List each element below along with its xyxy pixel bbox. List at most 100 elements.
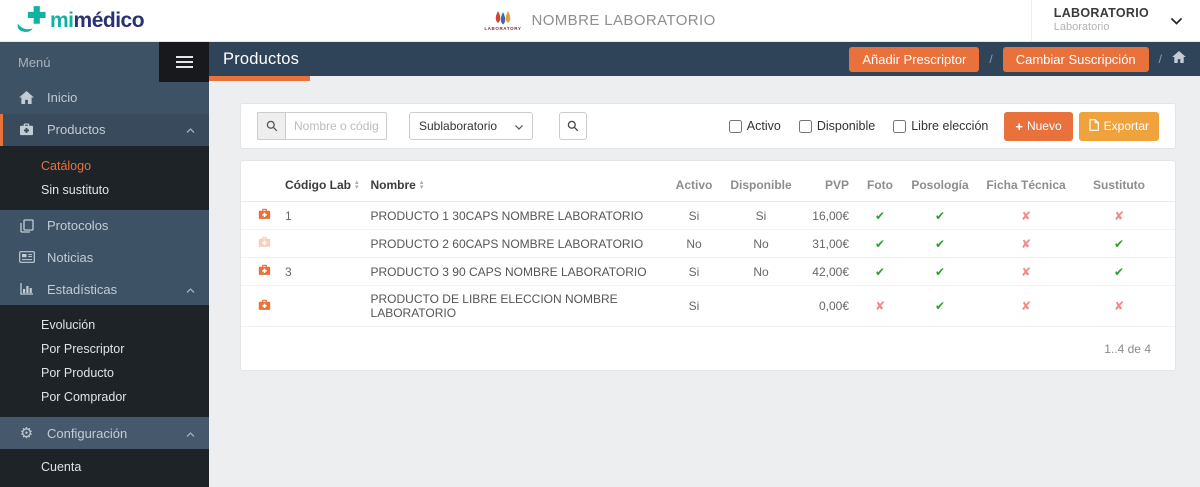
cell-posologia: ✔: [905, 201, 975, 230]
header-pvp: PVP: [799, 173, 855, 202]
table-row[interactable]: 3 PRODUCTO 3 90 CAPS NOMBRE LABORATORIO …: [241, 257, 1175, 286]
active-tab-underline: [209, 76, 310, 81]
account-subtitle: Laboratorio: [1053, 21, 1110, 34]
cell-activo: Si: [665, 257, 723, 286]
estadisticas-submenu: Evolución Por Prescriptor Por Producto P…: [0, 305, 209, 418]
sidebar-item-catalogo[interactable]: Catálogo: [41, 158, 92, 173]
breadcrumb-separator: /: [1158, 52, 1162, 66]
checkbox-libre-eleccion[interactable]: Libre elección: [893, 119, 988, 133]
sidebar-item-protocolos[interactable]: Protocolos: [0, 210, 209, 242]
sidebar-item-por-producto[interactable]: Por Producto: [41, 366, 114, 381]
sidebar-item-label: Inicio: [47, 90, 78, 106]
file-icon: [1089, 118, 1099, 134]
cell-foto: ✔: [855, 257, 905, 286]
sidebar-item-estadisticas[interactable]: Estadísticas: [0, 273, 209, 305]
cell-codigo: [279, 285, 365, 327]
sidebar-item-por-comprador[interactable]: Por Comprador: [41, 390, 127, 405]
cell-pvp: 31,00€: [799, 229, 855, 258]
pagination-label: 1..4 de 4: [1104, 342, 1151, 356]
laboratory-name-title: NOMBRE LABORATORIO: [531, 12, 716, 29]
cell-activo: Si: [665, 201, 723, 230]
cell-sustituto: ✘: [1077, 201, 1161, 230]
bar-chart-icon: [18, 283, 35, 295]
cell-sustituto: ✔: [1077, 257, 1161, 286]
checkbox-activo[interactable]: Activo: [728, 119, 781, 133]
sidebar-item-productos[interactable]: Productos: [0, 113, 209, 146]
plus-icon: +: [1015, 118, 1023, 134]
home-icon: [18, 91, 35, 105]
header-codigo-lab[interactable]: Código Lab ▴ ▾: [279, 173, 365, 202]
breadcrumb-home-icon[interactable]: [1172, 50, 1186, 68]
sidebar-item-por-prescriptor[interactable]: Por Prescriptor: [41, 342, 125, 357]
menu-label: Menú: [18, 54, 51, 70]
cell-ficha: ✘: [975, 201, 1077, 230]
sidebar-item-sin-sustituto[interactable]: Sin sustituto: [41, 182, 110, 197]
checkbox-disponible[interactable]: Disponible: [798, 119, 876, 133]
cell-codigo: 3: [279, 257, 365, 286]
copy-pages-icon: [18, 218, 35, 233]
header-posologia: Posología: [905, 173, 975, 202]
cell-posologia: ✔: [905, 257, 975, 286]
checkbox-libre-eleccion-input[interactable]: [893, 119, 907, 133]
laboratory-logo-icon: LABORATORY: [484, 10, 521, 32]
cell-foto: ✔: [855, 201, 905, 230]
checkbox-disponible-label: Disponible: [816, 119, 876, 133]
brand-logo[interactable]: mimédico: [16, 5, 145, 37]
checkbox-disponible-input[interactable]: [798, 119, 812, 133]
table-header-row: Código Lab ▴ ▾ Nombre ▴ ▾ Activo Disponible …: [241, 173, 1175, 202]
page-title: Productos: [223, 49, 300, 68]
header-pad: [1161, 173, 1175, 202]
topbar: mimédico LABORATORY NOMBRE LABORATORIO L…: [0, 0, 1200, 42]
table-row[interactable]: 1 PRODUCTO 1 30CAPS NOMBRE LABORATORIO S…: [241, 201, 1175, 230]
cell-nombre: PRODUCTO 1 30CAPS NOMBRE LABORATORIO: [364, 201, 665, 230]
product-icon: [258, 299, 271, 311]
chevron-up-icon: [186, 282, 195, 297]
sidebar-item-label: Productos: [47, 122, 106, 138]
sidebar-item-cuenta[interactable]: Cuenta: [41, 459, 82, 474]
cell-ficha: ✘: [975, 285, 1077, 327]
header-ficha-tecnica: Ficha Técnica: [975, 173, 1077, 202]
sidebar-item-label: Configuración: [47, 425, 128, 441]
filter-bar: Sublaboratorio Activo: [240, 103, 1176, 149]
table-row[interactable]: PRODUCTO 2 60CAPS NOMBRE LABORATORIO No …: [241, 229, 1175, 258]
add-prescriptor-button[interactable]: Añadir Prescriptor: [849, 46, 980, 72]
checkbox-activo-input[interactable]: [728, 119, 742, 133]
chevron-down-icon: [1171, 12, 1182, 30]
sidebar-item-evolucion[interactable]: Evolución: [41, 318, 96, 333]
search-button[interactable]: [559, 112, 587, 140]
sidebar-item-noticias[interactable]: Noticias: [0, 241, 209, 273]
configuracion-submenu: Cuenta: [0, 448, 209, 487]
cell-activo: Si: [665, 285, 723, 327]
sublaboratorio-select-value: Sublaboratorio: [419, 119, 498, 133]
products-table: Código Lab ▴ ▾ Nombre ▴ ▾ Activo Disponible …: [241, 173, 1175, 327]
search-input[interactable]: [285, 112, 387, 140]
sidebar-toggle-button[interactable]: [159, 42, 209, 82]
table-body: 1 PRODUCTO 1 30CAPS NOMBRE LABORATORIO S…: [241, 201, 1175, 327]
sidebar-item-configuracion[interactable]: ⚙ Configuración: [0, 417, 209, 449]
sidebar-item-inicio[interactable]: Inicio: [0, 82, 209, 114]
header-sustituto: Sustituto: [1077, 173, 1161, 202]
new-product-button-label: Nuevo: [1026, 119, 1062, 133]
table-row[interactable]: PRODUCTO DE LIBRE ELECCION NOMBRE LABORA…: [241, 285, 1175, 327]
cell-disponible: No: [723, 229, 799, 258]
header-icon-col: [241, 173, 279, 202]
product-icon: [258, 236, 271, 248]
header-foto: Foto: [855, 173, 905, 202]
new-product-button[interactable]: + Nuevo: [1004, 111, 1073, 141]
brand-hand-plus-icon: [16, 5, 46, 37]
sort-icon: ▴ ▾: [419, 179, 424, 191]
change-subscription-button[interactable]: Cambiar Suscripción: [1002, 46, 1149, 72]
header-nombre[interactable]: Nombre ▴ ▾: [364, 173, 665, 202]
cell-ficha: ✘: [975, 229, 1077, 258]
account-dropdown[interactable]: LABORATORIO Laboratorio: [1030, 0, 1200, 41]
cell-codigo: 1: [279, 201, 365, 230]
gear-icon: ⚙: [19, 424, 34, 442]
brand-text: mimédico: [50, 8, 145, 32]
sublaboratorio-select[interactable]: Sublaboratorio: [409, 112, 533, 140]
laboratory-logo-caption: LABORATORY: [484, 25, 522, 31]
export-button[interactable]: Exportar: [1078, 111, 1159, 141]
account-names: LABORATORIO Laboratorio: [1054, 6, 1149, 35]
products-table-card: Código Lab ▴ ▾ Nombre ▴ ▾ Activo Disponible …: [240, 160, 1176, 371]
cell-codigo: [279, 229, 365, 258]
